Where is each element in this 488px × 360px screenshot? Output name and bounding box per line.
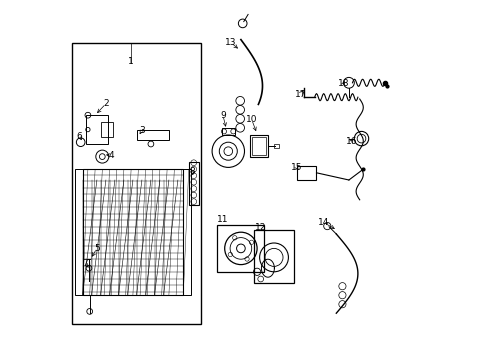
Bar: [188, 162, 199, 205]
Text: 4: 4: [108, 151, 114, 160]
Text: 7: 7: [82, 259, 88, 268]
Text: 5: 5: [94, 244, 100, 253]
Text: 10: 10: [245, 115, 257, 124]
Text: 1: 1: [128, 57, 134, 66]
Text: 17: 17: [294, 90, 305, 99]
Bar: [82, 169, 183, 295]
Bar: [251, 137, 265, 155]
Bar: [217, 225, 264, 272]
Text: 3: 3: [139, 126, 144, 135]
Text: 9: 9: [220, 111, 225, 120]
Text: 12: 12: [254, 223, 266, 232]
Bar: [249, 135, 267, 157]
Bar: [296, 166, 316, 180]
Text: 16: 16: [346, 137, 357, 146]
Bar: [273, 144, 279, 148]
Bar: [222, 128, 234, 135]
Bar: [136, 130, 168, 140]
Text: 11: 11: [217, 215, 228, 224]
Text: 13: 13: [224, 38, 236, 47]
Text: 15: 15: [290, 163, 302, 172]
Bar: [101, 122, 113, 137]
Bar: [86, 115, 107, 144]
Text: 18: 18: [337, 79, 348, 88]
Bar: [75, 169, 83, 295]
Text: 6: 6: [77, 132, 82, 141]
Bar: [72, 43, 201, 324]
Text: 14: 14: [317, 218, 329, 227]
Bar: [254, 230, 293, 283]
Text: 8: 8: [189, 166, 195, 176]
Text: 2: 2: [103, 99, 108, 108]
Bar: [183, 169, 191, 295]
